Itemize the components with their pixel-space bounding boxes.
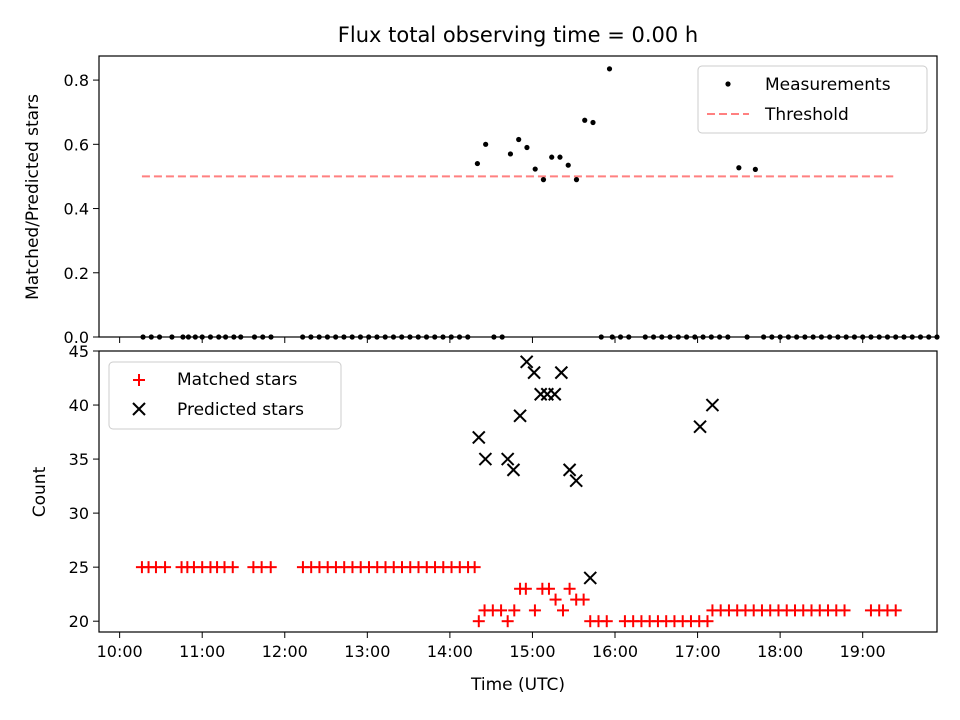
bottom-y-tick-label: 45: [69, 342, 89, 361]
bottom-y-axis-label: Count: [30, 466, 50, 517]
matched-stars-point: [577, 593, 590, 606]
matched-stars-point: [889, 604, 902, 617]
chart-title: Flux total observing time = 0.00 h: [338, 23, 698, 47]
matched-stars-point: [264, 561, 277, 574]
legend-threshold-label: Threshold: [764, 105, 849, 125]
x-tick-label: 14:00: [427, 642, 473, 661]
bottom-y-tick-label: 35: [69, 450, 89, 469]
predicted-stars-point: [519, 355, 534, 369]
predicted-stars-point: [554, 365, 569, 380]
x-tick-label: 19:00: [840, 642, 886, 661]
matched-stars-point: [838, 604, 851, 617]
top-y-tick-label: 0.4: [64, 200, 89, 219]
x-tick-label: 11:00: [179, 642, 225, 661]
predicted-stars-point: [527, 365, 541, 380]
predicted-stars-point: [705, 398, 720, 412]
bottom-plot-frame: [98, 350, 938, 633]
matched-stars-point: [519, 582, 532, 595]
top-plot-frame: [98, 55, 938, 338]
predicted-stars-point: [562, 463, 577, 477]
matched-stars-point: [563, 582, 576, 595]
predicted-stars-point: [569, 473, 583, 488]
top-y-tick-label: 0.8: [64, 71, 89, 90]
measurement-point: [557, 154, 563, 160]
bottom-y-tick-label: 40: [69, 396, 89, 415]
matched-stars-point: [508, 604, 521, 617]
legend-predicted-label: Predicted stars: [177, 400, 304, 420]
x-tick-label: 10:00: [97, 642, 143, 661]
predicted-stars-point: [583, 571, 597, 585]
measurement-point: [474, 160, 481, 167]
legend-predicted-marker: [132, 402, 146, 416]
measurement-point: [549, 154, 555, 160]
top-panel: 0.00.20.40.60.8 Matched/Predicted stars …: [23, 55, 940, 347]
x-tick-label: 16:00: [592, 642, 638, 661]
predicted-stars-point: [500, 452, 515, 466]
legend-matched-label: Matched stars: [177, 370, 297, 390]
matched-stars-point: [159, 561, 172, 574]
legend-matched-marker: [133, 374, 145, 386]
measurement-point: [582, 117, 588, 123]
x-tick-label: 13:00: [344, 642, 390, 661]
bottom-legend: Matched stars Predicted stars: [108, 361, 342, 430]
legend-measurements-label: Measurements: [765, 75, 891, 95]
x-tick-label: 18:00: [757, 642, 803, 661]
x-tick-label: 17:00: [675, 642, 721, 661]
matched-stars-point: [468, 561, 481, 574]
bottom-y-tick-label: 25: [69, 558, 89, 577]
x-tick-label: 12:00: [262, 642, 308, 661]
measurement-point: [540, 177, 547, 183]
predicted-stars-point: [513, 409, 527, 423]
matched-stars-point: [226, 561, 239, 574]
predicted-stars-point: [693, 419, 707, 434]
matched-stars-point: [501, 615, 514, 628]
matched-stars-point: [600, 615, 613, 628]
top-y-axis-label: Matched/Predicted stars: [23, 94, 43, 300]
measurement-point: [573, 177, 580, 183]
top-y-tick-label: 0.6: [64, 135, 89, 154]
measurement-point: [516, 136, 522, 143]
predicted-stars-point: [478, 452, 493, 466]
legend-measurements-marker: [725, 81, 731, 87]
top-y-tick-label: 0.0: [64, 328, 89, 347]
bottom-y-tick-label: 30: [69, 504, 89, 523]
predicted-stars-point: [472, 430, 486, 445]
measurement-point: [590, 119, 596, 126]
measurement-point: [736, 165, 742, 171]
predicted-stars-point: [506, 463, 521, 477]
top-legend: Measurements Threshold: [697, 65, 928, 134]
measurement-point: [507, 151, 514, 157]
matched-stars-point: [701, 615, 714, 628]
measurement-point: [532, 166, 538, 172]
x-tick-label: 15:00: [509, 642, 555, 661]
measurement-point: [606, 66, 613, 72]
matched-stars-point: [472, 615, 485, 628]
matched-stars-point: [556, 604, 569, 617]
bottom-y-tick-label: 20: [69, 612, 89, 631]
measurement-point: [483, 141, 489, 147]
measurement-point: [524, 144, 530, 151]
predicted-stars-point: [533, 387, 548, 401]
matched-stars-point: [495, 604, 508, 617]
matched-stars-point: [542, 582, 555, 595]
predicted-stars-point: [548, 387, 562, 401]
measurement-point: [752, 166, 758, 172]
x-axis-label: Time (UTC): [470, 675, 565, 695]
top-y-tick-label: 0.2: [64, 264, 89, 283]
measurement-point: [565, 162, 571, 168]
matched-stars-point: [549, 593, 562, 606]
bottom-panel: 20 25 30 35 40 45 10:00 11:00 12:00 13:00 14:00 15…: [30, 342, 938, 695]
matched-stars-point: [528, 604, 541, 617]
